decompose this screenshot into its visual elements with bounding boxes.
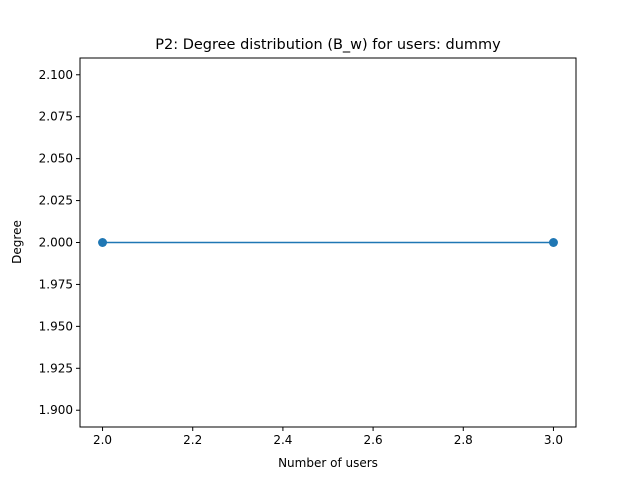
- y-tick-label: 1.925: [39, 361, 73, 375]
- y-axis-label: Degree: [10, 220, 24, 264]
- x-axis: 2.0 2.2 2.4 2.6 2.8 3.0: [93, 427, 563, 447]
- y-axis: 1.900 1.925 1.950 1.975 2.000 2.025 2.050 2.075…: [39, 68, 80, 417]
- y-tick-label: 2.025: [39, 194, 73, 208]
- y-tick-label: 1.975: [39, 277, 73, 291]
- y-tick-label: 2.050: [39, 152, 73, 166]
- data-point: [548, 238, 558, 247]
- x-tick-label: 2.4: [273, 433, 292, 447]
- x-tick-label: 2.2: [183, 433, 202, 447]
- plot-area: [98, 238, 558, 247]
- y-tick-label: 2.000: [39, 236, 73, 250]
- x-tick-label: 2.0: [93, 433, 112, 447]
- x-tick-label: 3.0: [544, 433, 563, 447]
- y-tick-label: 2.100: [39, 68, 73, 82]
- x-axis-label: Number of users: [278, 456, 378, 470]
- data-point: [98, 238, 108, 247]
- y-tick-label: 2.075: [39, 110, 73, 124]
- chart-title: P2: Degree distribution (B_w) for users:…: [155, 37, 501, 53]
- x-tick-label: 2.8: [454, 433, 473, 447]
- axes-frame: [79, 57, 577, 428]
- y-tick-label: 1.950: [39, 319, 73, 333]
- y-tick-label: 1.900: [39, 403, 73, 417]
- x-tick-label: 2.6: [364, 433, 383, 447]
